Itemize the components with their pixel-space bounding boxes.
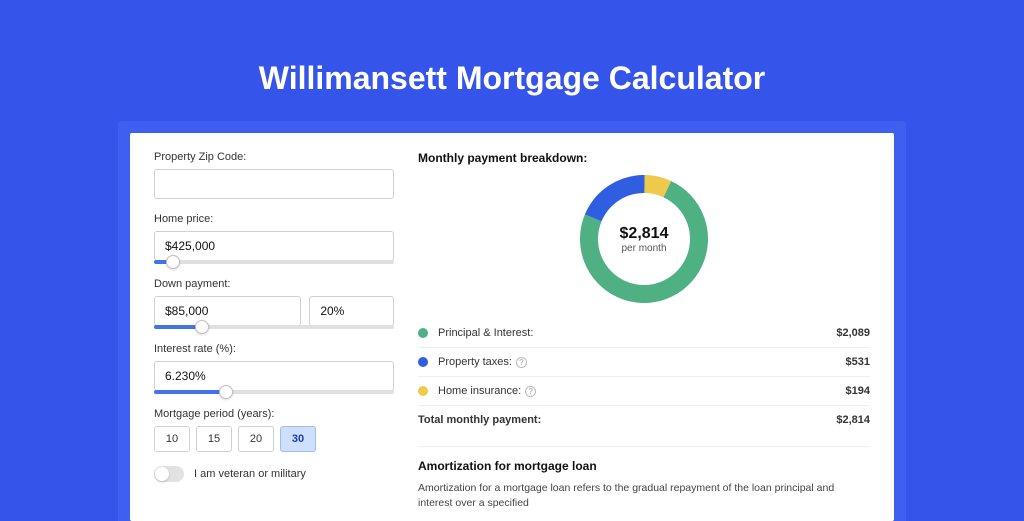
interest-rate-slider[interactable] bbox=[154, 390, 394, 394]
legend-value-2: $194 bbox=[846, 385, 870, 397]
veteran-toggle-label: I am veteran or military bbox=[194, 468, 306, 480]
legend-row-1: Property taxes:?$531 bbox=[418, 348, 870, 377]
amortization-body: Amortization for a mortgage loan refers … bbox=[418, 481, 870, 511]
down-payment-amount-input[interactable] bbox=[154, 296, 301, 326]
home-price-label: Home price: bbox=[154, 213, 394, 225]
veteran-toggle[interactable] bbox=[154, 466, 184, 482]
donut-sub: per month bbox=[621, 243, 666, 254]
donut-amount: $2,814 bbox=[620, 225, 669, 243]
legend-total-value: $2,814 bbox=[836, 414, 870, 426]
home-price-slider-thumb[interactable] bbox=[166, 255, 180, 269]
legend-label-2: Home insurance:? bbox=[438, 385, 846, 397]
amortization-section: Amortization for mortgage loan Amortizat… bbox=[418, 446, 870, 511]
legend-dot-2 bbox=[418, 386, 428, 396]
info-icon[interactable]: ? bbox=[525, 386, 536, 397]
interest-rate-slider-thumb[interactable] bbox=[219, 385, 233, 399]
form-column: Property Zip Code: Home price: Down paym… bbox=[154, 151, 394, 521]
amortization-title: Amortization for mortgage loan bbox=[418, 459, 870, 473]
period-option-15[interactable]: 15 bbox=[196, 426, 232, 452]
donut-chart-wrap: $2,814 per month bbox=[418, 175, 870, 303]
zip-field: Property Zip Code: bbox=[154, 151, 394, 199]
interest-rate-field: Interest rate (%): bbox=[154, 343, 394, 394]
zip-input[interactable] bbox=[154, 169, 394, 199]
calculator-inner-card: Property Zip Code: Home price: Down paym… bbox=[130, 133, 894, 521]
down-payment-field: Down payment: bbox=[154, 278, 394, 329]
home-price-input[interactable] bbox=[154, 231, 394, 261]
donut-chart: $2,814 per month bbox=[580, 175, 708, 303]
legend-label-0: Principal & Interest: bbox=[438, 327, 836, 339]
legend-value-0: $2,089 bbox=[836, 327, 870, 339]
legend-row-0: Principal & Interest:$2,089 bbox=[418, 319, 870, 348]
interest-rate-input[interactable] bbox=[154, 361, 394, 391]
period-option-30[interactable]: 30 bbox=[280, 426, 316, 452]
breakdown-title: Monthly payment breakdown: bbox=[418, 151, 870, 165]
veteran-toggle-row: I am veteran or military bbox=[154, 466, 394, 482]
mortgage-period-field: Mortgage period (years): 10152030 bbox=[154, 408, 394, 452]
legend-row-2: Home insurance:?$194 bbox=[418, 377, 870, 406]
legend-label-1: Property taxes:? bbox=[438, 356, 846, 368]
down-payment-percent-input[interactable] bbox=[309, 296, 394, 326]
legend-value-1: $531 bbox=[846, 356, 870, 368]
mortgage-period-label: Mortgage period (years): bbox=[154, 408, 394, 420]
legend-dot-0 bbox=[418, 328, 428, 338]
legend-dot-1 bbox=[418, 357, 428, 367]
down-payment-slider-thumb[interactable] bbox=[195, 320, 209, 334]
legend-row-total: Total monthly payment: $2,814 bbox=[418, 406, 870, 434]
period-option-10[interactable]: 10 bbox=[154, 426, 190, 452]
breakdown-column: Monthly payment breakdown: $2,814 per mo… bbox=[418, 151, 870, 521]
interest-rate-label: Interest rate (%): bbox=[154, 343, 394, 355]
veteran-toggle-knob bbox=[155, 467, 169, 481]
zip-label: Property Zip Code: bbox=[154, 151, 394, 163]
home-price-field: Home price: bbox=[154, 213, 394, 264]
info-icon[interactable]: ? bbox=[516, 357, 527, 368]
calculator-outer-card: Property Zip Code: Home price: Down paym… bbox=[118, 121, 906, 521]
down-payment-slider[interactable] bbox=[154, 325, 394, 329]
down-payment-label: Down payment: bbox=[154, 278, 394, 290]
home-price-slider[interactable] bbox=[154, 260, 394, 264]
legend-total-label: Total monthly payment: bbox=[418, 414, 836, 426]
donut-center: $2,814 per month bbox=[580, 175, 708, 303]
period-option-20[interactable]: 20 bbox=[238, 426, 274, 452]
page-title: Willimansett Mortgage Calculator bbox=[0, 0, 1024, 121]
